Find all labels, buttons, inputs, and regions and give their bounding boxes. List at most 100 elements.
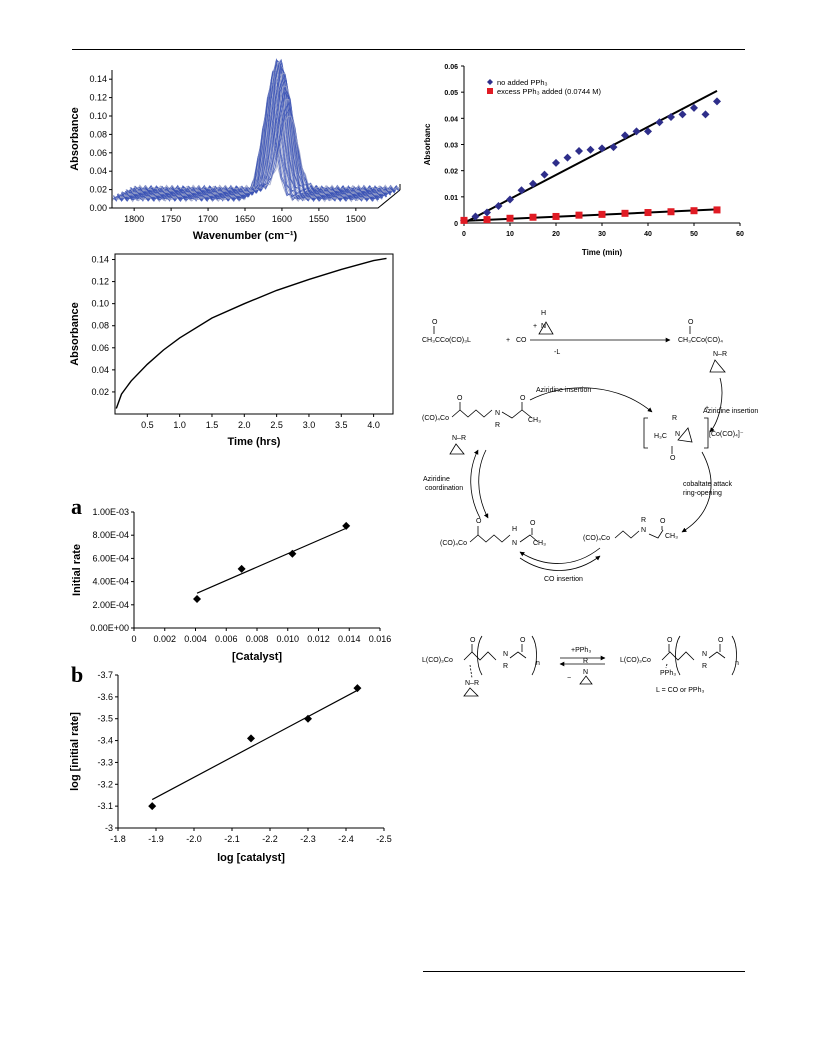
footer-rule <box>423 971 745 972</box>
poly-left-nr: N–R <box>465 680 479 687</box>
poly-right-sub-n: n <box>735 660 739 667</box>
min-x-tick-label: 0 <box>462 231 466 238</box>
bl-o2: O <box>530 520 536 527</box>
tr-h3c: H₃C <box>654 433 667 440</box>
a-x-tick-label: 0.006 <box>215 634 238 644</box>
excess-pph3-point <box>483 216 491 224</box>
ir-spectrum-chart: 0.00 0.02 0.04 0.06 0.08 0.10 0.12 0.14 1800 1750… <box>69 58 401 242</box>
tl-chain-2 <box>501 409 533 419</box>
bottom-arc-arrow-2 <box>519 555 601 571</box>
no-pph3-point <box>563 153 572 162</box>
no-pph3-point <box>529 179 537 188</box>
b-y-tick-label: -3.2 <box>97 779 113 789</box>
no-pph3-point <box>586 145 595 154</box>
ir-y-tick-label: 0.02 <box>89 185 107 195</box>
label-top-arc: Aziridine insertion <box>536 387 591 394</box>
pph3-plus: +PPh₃ <box>571 647 591 654</box>
ir-y-tick-label: 0.10 <box>89 111 107 121</box>
ir-x-tick-label: 1800 <box>124 214 144 224</box>
a-data-point <box>237 564 246 573</box>
no-pph3-point <box>655 118 664 127</box>
plus-1: + <box>506 337 510 344</box>
min-y-label: Absorbanc <box>423 123 432 165</box>
b-x-tick-label: -2.2 <box>262 834 278 844</box>
b-y-tick-label: -3.1 <box>97 801 113 811</box>
ir-trace <box>130 86 398 194</box>
tl-n: N <box>495 410 500 417</box>
tl-o2: O <box>520 395 526 402</box>
a-y-tick-label: 1.00E-03 <box>92 507 129 517</box>
min-x-tick-label: 20 <box>552 231 560 238</box>
hrs-y-label: Absorbance <box>69 302 81 366</box>
a-x-tick-label: 0.004 <box>184 634 207 644</box>
no-pph3-point <box>690 103 698 112</box>
a-x-tick-label: 0 <box>131 634 136 644</box>
ir-trace <box>117 75 385 200</box>
aziridine-h: H <box>541 310 546 317</box>
a-y-tick-label: 8.00E-04 <box>92 530 129 540</box>
no-pph3-point <box>621 131 629 140</box>
br-ch3: CH₃ <box>665 533 678 540</box>
min-y-tick-label: 0.02 <box>444 169 458 176</box>
a-y-tick-label: 2.00E-04 <box>92 600 129 610</box>
minus-aziridine-ring <box>579 675 593 685</box>
b-data-point <box>148 802 157 811</box>
no-pph3-point <box>609 143 618 152</box>
a-data-point <box>193 595 202 603</box>
tr-r: R <box>672 415 677 422</box>
no-pph3-point <box>713 97 721 106</box>
b-y-tick-label: -3.5 <box>97 714 113 724</box>
min-x-tick-label: 10 <box>506 231 514 238</box>
excess-pph3-point <box>713 206 721 214</box>
hrs-y-tick-label: 0.08 <box>91 321 109 331</box>
poly-left-r: R <box>503 663 508 670</box>
hrs-y-tick-label: 0.02 <box>91 387 109 397</box>
br-r: R <box>641 517 646 524</box>
b-y-tick-label: -3.4 <box>97 736 113 746</box>
hrs-x-tick-label: 4.0 <box>367 420 380 430</box>
hrs-series-line <box>115 257 387 409</box>
ir-y-label: Absorbance <box>69 107 81 171</box>
poly-right-chain <box>661 651 695 661</box>
b-fit-line <box>151 689 358 801</box>
hrs-x-tick-label: 3.0 <box>303 420 316 430</box>
absorbance-time-hrs-chart: 0.02 0.04 0.06 0.08 0.10 0.12 0.14 0.5 1.0 1.5 2.0… <box>69 253 394 448</box>
no-pph3-point <box>678 110 687 119</box>
panel-letter-b: b <box>71 662 84 687</box>
aziridine-ring-1 <box>538 321 554 335</box>
label-left-arc-1: Aziridine <box>423 476 450 483</box>
hrs-y-tick-label: 0.10 <box>91 299 109 309</box>
ir-x-label: Wavenumber (cm⁻¹) <box>193 230 298 242</box>
ir-x-tick-label: 1650 <box>235 214 255 224</box>
min-y-tick-label: 0.06 <box>444 64 458 71</box>
ir-trace <box>116 83 384 200</box>
absorbance-time-min-chart: 0 0.01 0.02 0.03 0.04 0.05 0.06 0 10 20 30 40 50 60 no… <box>423 64 744 257</box>
b-x-tick-label: -1.8 <box>110 834 126 844</box>
bl-h: H <box>512 526 517 533</box>
poly-left-o2: O <box>520 637 526 644</box>
hrs-y-tick-label: 0.06 <box>91 343 109 353</box>
bl-ch3: CH₃ <box>533 540 546 547</box>
no-pph3-point <box>598 144 606 153</box>
left-arc-arrow-1 <box>470 449 481 519</box>
excess-pph3-point <box>575 211 583 219</box>
ir-trace <box>115 88 383 201</box>
br-n: N <box>641 527 646 534</box>
panel-a-chart: 0.00E+00 2.00E-04 4.00E-04 6.00E-04 8.00E-04… <box>71 507 392 663</box>
legend-marker-excess-pph3 <box>487 88 493 94</box>
excess-pph3-point <box>621 209 629 217</box>
excess-pph3-point <box>644 209 652 217</box>
a-x-label: [Catalyst] <box>232 651 282 663</box>
acyl-cobalt: CH₃CCo(CO)₃L <box>422 337 471 344</box>
a-x-tick-label: 0.016 <box>369 634 392 644</box>
a-data-point <box>288 549 297 558</box>
min-x-tick-label: 30 <box>598 231 606 238</box>
product-nr: N–R <box>713 351 727 358</box>
min-x-tick-label: 50 <box>690 231 698 238</box>
poly-right-dative <box>665 663 668 669</box>
tr-n: N <box>675 431 680 438</box>
hrs-x-tick-label: 0.5 <box>141 420 154 430</box>
a-y-tick-label: 4.00E-04 <box>92 577 129 587</box>
legend-label-no-pph3: no added PPh₃ <box>497 78 548 87</box>
hrs-y-tick-label: 0.12 <box>91 277 109 287</box>
